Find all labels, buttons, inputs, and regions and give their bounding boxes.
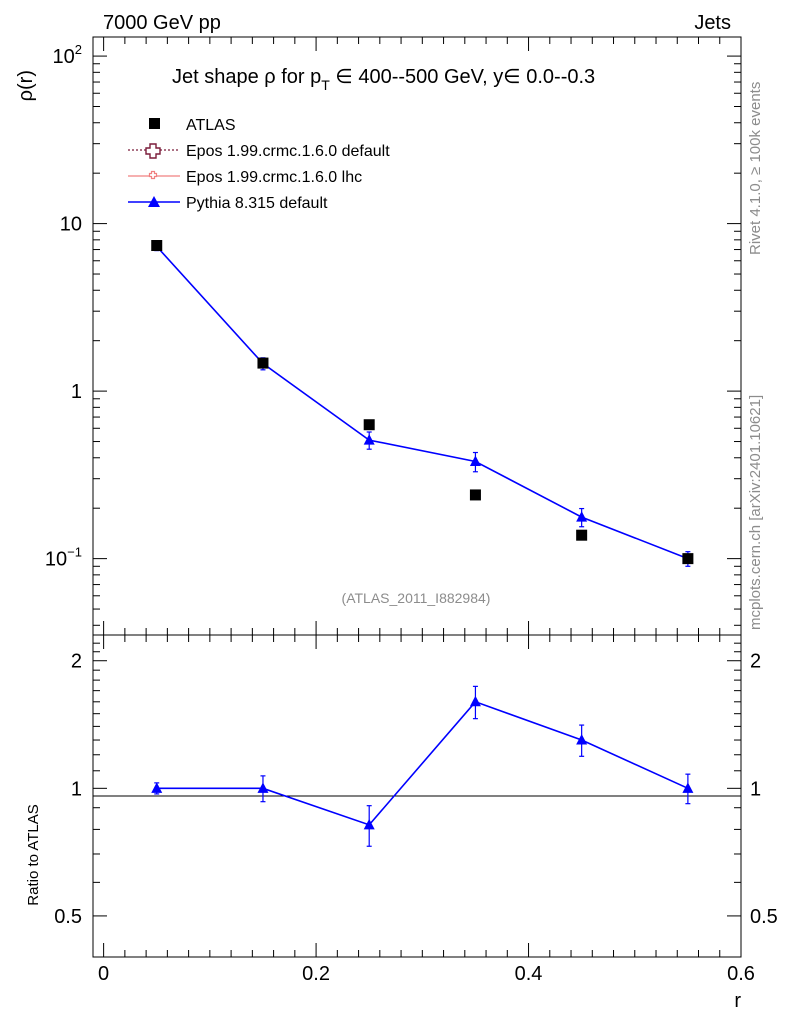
- ratio-point: [682, 782, 694, 793]
- ratio-y-tick-label: 0.5: [54, 906, 82, 928]
- legend-marker-atlas: [149, 118, 160, 129]
- y-tick-label: 1: [71, 381, 82, 403]
- title-main: Jet shape ρ for p: [172, 66, 321, 88]
- legend: ATLAS Epos 1.99.crmc.1.6.0 default Epos …: [128, 117, 390, 212]
- pythia-point: [363, 434, 375, 445]
- y-tick-label: 10−1: [45, 545, 82, 571]
- atlas-point: [151, 240, 163, 252]
- x-tick-label: 0.6: [727, 963, 755, 985]
- ratio-line: [156, 700, 689, 826]
- analysis-label: (ATLAS_2011_I882984): [342, 590, 491, 606]
- legend-label-atlas: ATLAS: [186, 117, 236, 134]
- rivet-label: Rivet 4.1.0, ≥ 100k events: [747, 82, 764, 255]
- header-right: Jets: [694, 12, 731, 34]
- legend-label-epos-default: Epos 1.99.crmc.1.6.0 default: [186, 143, 390, 160]
- y-axis-label: ρ(r): [15, 70, 37, 101]
- axis-tick-labels: 0 0.2 0.4 0.6 10−1 1 10 102 0.5 0.5 1 1 2 2: [45, 42, 778, 985]
- ratio-point: [151, 782, 163, 793]
- pythia-series-ratio: [151, 685, 694, 847]
- atlas-point: [257, 357, 269, 369]
- atlas-point: [576, 529, 588, 541]
- mcplots-label: mcplots.cern.ch [arXiv:2401.10621]: [747, 395, 764, 630]
- pythia-point: [576, 511, 588, 522]
- ratio-point: [257, 782, 269, 793]
- atlas-point: [469, 489, 481, 501]
- header-left: 7000 GeV pp: [103, 12, 221, 34]
- ratio-point: [576, 734, 588, 745]
- x-tick-label: 0.2: [302, 963, 330, 985]
- pythia-series-main: [151, 240, 694, 567]
- pythia-line: [156, 245, 689, 560]
- chart-title: Jet shape ρ for pT ∈ 400--500 GeV, y∈ 0.…: [172, 66, 595, 93]
- ratio-point: [469, 695, 481, 707]
- atlas-series: [151, 240, 694, 565]
- legend-marker-epos-lhc: [148, 170, 158, 180]
- ratio-point: [363, 818, 375, 830]
- y-tick-label: 102: [53, 42, 82, 68]
- axis-ticks: [93, 37, 742, 958]
- title-sub: T: [321, 77, 330, 93]
- x-tick-label: 0: [98, 963, 109, 985]
- ratio-y-tick-label: 2: [71, 651, 82, 673]
- legend-label-epos-lhc: Epos 1.99.crmc.1.6.0 lhc: [186, 169, 362, 186]
- legend-marker-pythia: [148, 196, 160, 207]
- legend-label-pythia: Pythia 8.315 default: [186, 195, 328, 212]
- legend-marker-epos-default: [145, 143, 161, 159]
- ratio-y-tick-label-right: 0.5: [750, 906, 778, 928]
- ratio-y-tick-label-right: 2: [750, 651, 761, 673]
- ratio-y-tick-label-right: 1: [750, 778, 761, 800]
- pythia-point: [469, 455, 481, 467]
- atlas-point: [363, 419, 375, 431]
- title-rest: ∈ 400--500 GeV, y∈ 0.0--0.3: [330, 66, 595, 88]
- ratio-y-tick-label: 1: [71, 778, 82, 800]
- x-axis-label: r: [734, 990, 741, 1012]
- y-tick-label: 10: [60, 214, 82, 236]
- ratio-y-axis-label: Ratio to ATLAS: [25, 804, 42, 905]
- x-tick-label: 0.4: [515, 963, 543, 985]
- atlas-point: [682, 553, 694, 565]
